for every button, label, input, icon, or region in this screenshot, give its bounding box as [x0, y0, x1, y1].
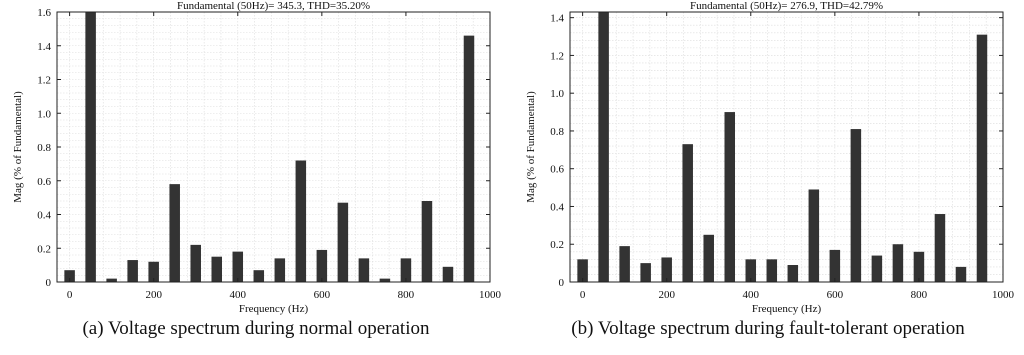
- x-tick-label: 1000: [479, 289, 502, 301]
- y-tick-label: 0.8: [37, 142, 51, 154]
- bar-0hz: [64, 270, 75, 282]
- bar-700hz: [871, 255, 883, 282]
- y-tick-label: 0.6: [37, 176, 51, 188]
- caption-b: (b) Voltage spectrum during fault-tolera…: [571, 318, 965, 339]
- y-axis-label: Mag (% of Fundamental): [525, 91, 537, 203]
- spectrum-chart-b: 0 200 400 600 800 1000 0 0.2 0.4 0.6 0.8 1.0 1.2 1.4 F…: [525, 0, 1015, 315]
- bar-350hz: [211, 256, 223, 282]
- y-tick-label: 1.2: [550, 50, 564, 62]
- x-axis-label: Frequency (Hz): [239, 303, 309, 315]
- bar-950hz: [463, 35, 475, 282]
- x-axis-label: Frequency (Hz): [752, 303, 822, 315]
- x-tick-label: 1000: [992, 289, 1015, 301]
- bar-300hz: [703, 234, 714, 282]
- bar-100hz: [619, 246, 630, 282]
- bar-200hz: [661, 257, 672, 282]
- bar-950hz: [976, 34, 988, 282]
- y-tick-label: 1.0: [550, 88, 564, 100]
- bar-400hz: [232, 251, 244, 282]
- bar-750hz: [379, 278, 391, 282]
- bar-550hz: [295, 160, 307, 282]
- chart-title: Fundamental (50Hz)= 276.9, THD=42.79%: [690, 0, 883, 12]
- y-axis-label: Mag (% of Fundamental): [12, 91, 24, 203]
- bar-100hz: [106, 278, 117, 282]
- bar-500hz: [274, 258, 286, 282]
- x-tick-label: 600: [827, 289, 844, 301]
- grid-lines: [57, 11, 491, 283]
- bar-750hz: [892, 244, 904, 282]
- bar-350hz: [724, 112, 736, 282]
- x-tick-label: 200: [145, 289, 162, 301]
- bar-250hz: [169, 184, 180, 282]
- bar-450hz: [766, 259, 778, 282]
- bar-150hz: [640, 263, 651, 282]
- x-tick-label: 400: [743, 289, 760, 301]
- bar-800hz: [913, 251, 925, 282]
- bar-250hz: [682, 144, 693, 282]
- plot-area: [570, 12, 1003, 282]
- bar-50hz: [598, 12, 609, 282]
- bar-300hz: [190, 244, 201, 282]
- axes-frame: [569, 11, 1004, 283]
- y-tick-label: 0.4: [37, 210, 51, 222]
- y-tick-label: 0: [559, 277, 565, 289]
- bar-450hz: [253, 270, 265, 282]
- y-tick-label: 1.4: [37, 41, 51, 53]
- caption-a: (a) Voltage spectrum during normal opera…: [82, 318, 430, 339]
- x-tick-label: 600: [314, 289, 331, 301]
- chart-panel-b: 0 200 400 600 800 1000 0 0.2 0.4 0.6 0.8 1.0 1.2 1.4 F…: [512, 0, 1024, 355]
- y-tick-label: 1.2: [37, 75, 51, 87]
- bar-850hz: [421, 201, 433, 282]
- bar-700hz: [358, 258, 370, 282]
- chart-panel-a: 0 200 400 600 800 1000 0 0.2 0.4 0.6 0.8 1.0 1.2 1.4 1…: [12, 0, 502, 339]
- bar-0hz: [577, 259, 588, 282]
- y-tick-label: 0.4: [550, 201, 564, 213]
- bar-600hz: [829, 249, 841, 282]
- bar-50hz: [85, 12, 96, 282]
- bar-850hz: [934, 214, 946, 282]
- y-tick-label: 1.4: [550, 13, 564, 25]
- grid-lines: [570, 12, 1004, 283]
- x-tick-label: 0: [67, 289, 73, 301]
- y-tick-label: 0.2: [37, 243, 51, 255]
- bar-650hz: [850, 129, 862, 282]
- y-tick-label: 1.0: [37, 108, 51, 120]
- x-tick-label: 800: [398, 289, 415, 301]
- y-tick-label: 1.6: [37, 7, 51, 19]
- x-tick-label: 200: [658, 289, 675, 301]
- bar-400hz: [745, 259, 757, 282]
- bar-600hz: [316, 249, 328, 282]
- x-tick-label: 0: [580, 289, 586, 301]
- y-tick-label: 0.2: [550, 239, 564, 251]
- chart-title: Fundamental (50Hz)= 345.3, THD=35.20%: [177, 0, 370, 12]
- bar-150hz: [127, 260, 138, 282]
- spectrum-chart-a: 0 200 400 600 800 1000 0 0.2 0.4 0.6 0.8 1.0 1.2 1.4 1…: [12, 0, 502, 315]
- y-tick-label: 0.6: [550, 164, 564, 176]
- bar-650hz: [337, 202, 349, 282]
- bar-800hz: [400, 258, 412, 282]
- bar-900hz: [955, 266, 967, 282]
- bar-550hz: [808, 189, 820, 282]
- bar-500hz: [787, 265, 799, 282]
- x-tick-label: 400: [230, 289, 247, 301]
- x-tick-label: 800: [911, 289, 928, 301]
- y-tick-label: 0: [46, 277, 52, 289]
- y-tick-label: 0.8: [550, 126, 564, 138]
- bar-200hz: [148, 261, 159, 282]
- bar-900hz: [442, 266, 454, 282]
